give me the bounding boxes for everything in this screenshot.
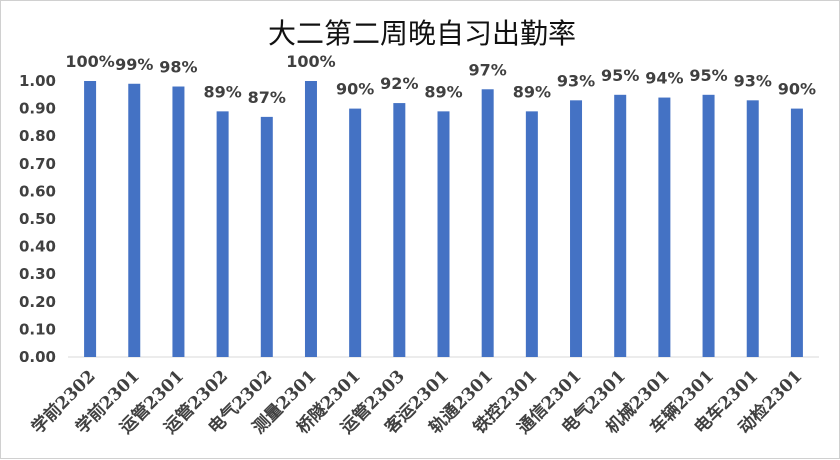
data-label: 89%: [424, 82, 462, 101]
bar: [790, 108, 803, 357]
data-label: 90%: [778, 80, 816, 99]
data-label: 92%: [380, 74, 418, 93]
data-label: 100%: [286, 52, 335, 71]
chart-title: 大二第二周晚自习出勤率: [268, 17, 576, 50]
bar: [481, 89, 494, 357]
bar: [658, 97, 671, 357]
bar: [525, 111, 538, 357]
data-label: 93%: [734, 71, 772, 90]
data-label: 100%: [65, 52, 114, 71]
y-tick-label: 0.10: [19, 320, 56, 338]
data-label: 89%: [513, 82, 551, 101]
y-tick-label: 0.70: [19, 155, 56, 173]
y-tick-label: 0.60: [19, 182, 56, 200]
data-label: 89%: [203, 82, 241, 101]
data-label: 97%: [469, 60, 507, 79]
data-labels: 100% 99% 98%89% 87%100%90% 92% 89%97%89%93% 95…: [65, 52, 816, 107]
y-tick-label: 0.50: [19, 210, 56, 228]
bar: [437, 111, 450, 357]
data-label: 94%: [645, 69, 683, 88]
bar: [260, 116, 273, 357]
data-label: 87%: [248, 88, 286, 107]
y-tick-label: 0.80: [19, 127, 56, 145]
y-tick-label: 0.40: [19, 238, 56, 256]
bar: [570, 100, 583, 357]
y-tick-label: 0.30: [19, 265, 56, 283]
bar: [304, 81, 317, 357]
data-label: 95%: [601, 66, 639, 85]
bar: [128, 83, 141, 357]
y-axis-ticks: 0.00 0.10 0.20 0.30 0.40 0.50 0.60 0.70 0.80 0.90…: [19, 72, 56, 366]
data-label: 99%: [115, 55, 153, 74]
bar: [702, 94, 715, 358]
bar: [746, 100, 759, 357]
bar: [84, 81, 97, 357]
data-label: 90%: [336, 80, 374, 99]
bar: [172, 86, 185, 358]
bar: [393, 103, 406, 357]
data-label: 98%: [159, 58, 197, 77]
bar: [216, 111, 229, 357]
data-label: 95%: [689, 66, 727, 85]
y-tick-label: 1.00: [19, 72, 56, 90]
y-tick-label: 0.00: [19, 348, 56, 366]
y-tick-label: 0.90: [19, 100, 56, 118]
bars: [84, 81, 803, 358]
bar: [349, 108, 362, 357]
category-labels: 学前2302学前2301运管2301运管2302电气2302测量2301桥隧23…: [27, 366, 806, 439]
data-label: 93%: [557, 71, 595, 90]
bar: [614, 94, 627, 358]
y-tick-label: 0.20: [19, 293, 56, 311]
